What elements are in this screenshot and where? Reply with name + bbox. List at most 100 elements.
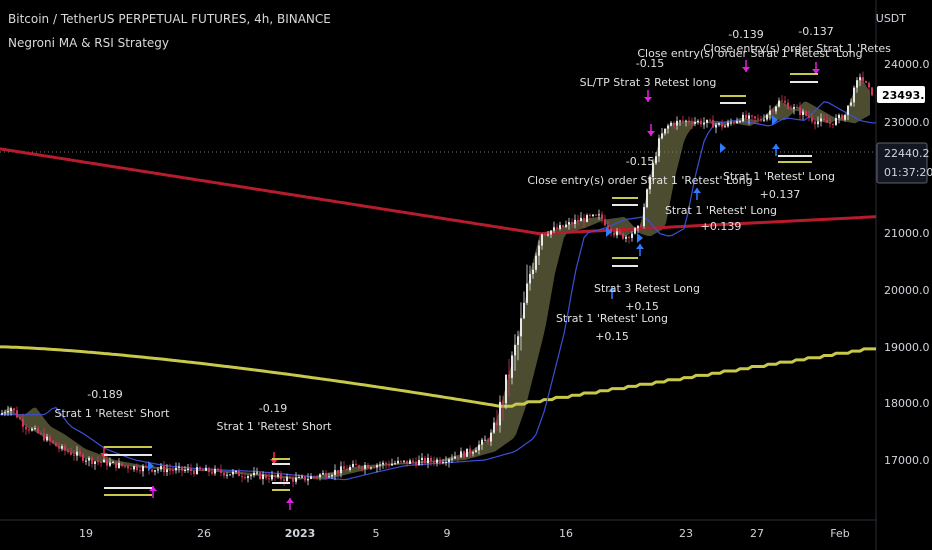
candle-body xyxy=(664,128,666,134)
candle-body xyxy=(835,118,837,125)
candle-body xyxy=(541,234,543,246)
candle-body xyxy=(442,462,444,464)
candle-body xyxy=(403,460,405,462)
last-price-badge: 23493.1 xyxy=(877,86,932,103)
candle-body xyxy=(745,114,747,119)
price-tick: 21000.0 xyxy=(884,227,930,240)
symbol-title[interactable]: Bitcoin / TetherUS PERPETUAL FUTURES, 4h… xyxy=(8,12,331,26)
candle-body xyxy=(430,457,432,462)
indicator-title[interactable]: Negroni MA & RSI Strategy xyxy=(8,36,170,50)
trade-label: Strat 1 'Retest' Long xyxy=(723,170,835,183)
candle-body xyxy=(793,106,795,109)
long-signal-arrow xyxy=(636,244,644,256)
long-signal-arrow xyxy=(693,188,701,200)
candle-body xyxy=(22,419,24,427)
candle-body xyxy=(361,467,363,469)
candle-body xyxy=(346,468,348,470)
candle-body xyxy=(484,439,486,441)
candle-body xyxy=(355,463,357,466)
candle-body xyxy=(232,471,234,475)
price-axis[interactable]: 24000.0 23000.0 21000.0 20000.0 19000.0 … xyxy=(884,58,930,467)
candle-body xyxy=(517,336,519,345)
candle-body xyxy=(70,452,72,455)
close-signal-arrow xyxy=(812,62,820,74)
candle-body xyxy=(319,474,321,478)
candle-body xyxy=(391,463,393,466)
candle-body xyxy=(46,436,48,441)
candle-body xyxy=(820,118,822,122)
candle-body xyxy=(625,236,627,239)
candle-body xyxy=(184,469,186,471)
time-tick: 2023 xyxy=(285,527,316,540)
candle-body xyxy=(652,163,654,178)
candle-body xyxy=(607,225,609,229)
candle-body xyxy=(781,100,783,102)
candle-body xyxy=(655,156,657,164)
candle-body xyxy=(121,463,123,466)
candle-body xyxy=(427,457,429,464)
trade-pnl: +0.137 xyxy=(760,188,801,201)
candle-body xyxy=(64,446,66,451)
trade-label: Close entry(s) order Strat 1 'Retest' Lo… xyxy=(637,47,862,60)
candle-body xyxy=(295,477,297,482)
candle-body xyxy=(526,283,528,303)
candle-body xyxy=(208,467,210,473)
price-tick: 23000.0 xyxy=(884,116,930,129)
candle-body xyxy=(646,189,648,208)
candle-body xyxy=(733,122,735,124)
candle-body xyxy=(37,428,39,434)
candle-body xyxy=(718,123,720,125)
price-tick: 24000.0 xyxy=(884,58,930,71)
candle-body xyxy=(748,115,750,119)
candle-body xyxy=(724,126,726,128)
candle-body xyxy=(697,120,699,122)
candle-body xyxy=(307,478,309,481)
time-axis[interactable]: 19 26 2023 5 9 16 23 27 Feb xyxy=(79,527,850,540)
candle-body xyxy=(382,462,384,465)
candle-body xyxy=(478,444,480,451)
price-tick: 18000.0 xyxy=(884,397,930,410)
candle-body xyxy=(676,120,678,126)
candle-body xyxy=(856,80,858,88)
candle-body xyxy=(238,470,240,477)
price-tick: 17000.0 xyxy=(884,454,930,467)
candle-body xyxy=(151,469,153,472)
candle-body xyxy=(715,124,717,128)
candle-body xyxy=(550,230,552,235)
candle-body xyxy=(592,214,594,217)
candle-body xyxy=(253,472,255,476)
candle-body xyxy=(25,426,27,430)
candle-body xyxy=(310,476,312,479)
candle-body xyxy=(139,470,141,472)
candle-body xyxy=(469,448,471,454)
candle-body xyxy=(190,468,192,472)
candle-body xyxy=(673,122,675,126)
candle-body xyxy=(628,236,630,238)
candle-body xyxy=(283,479,285,482)
candle-body xyxy=(385,462,387,465)
trade-label: Strat 1 'Retest' Short xyxy=(55,407,171,420)
trade-pnl: +0.15 xyxy=(625,300,659,313)
price-tick: 20000.0 xyxy=(884,284,930,297)
candle-body xyxy=(667,125,669,129)
time-tick: 19 xyxy=(79,527,93,540)
candle-body xyxy=(574,219,576,225)
ma-cloud xyxy=(0,77,870,480)
candle-body xyxy=(487,439,489,442)
candle-body xyxy=(94,461,96,465)
candle-body xyxy=(325,472,327,478)
candle-body xyxy=(853,87,855,103)
candle-body xyxy=(448,459,450,462)
candle-body xyxy=(523,302,525,319)
candle-body xyxy=(694,121,696,124)
candle-body xyxy=(814,121,816,125)
triangle-marker-icon xyxy=(148,461,154,471)
trade-annotations: -0.189 Strat 1 'Retest' Short -0.19 Stra… xyxy=(55,25,892,433)
candle-body xyxy=(682,120,684,122)
price-axis-unit[interactable]: USDT xyxy=(875,12,906,25)
price-tick: 19000.0 xyxy=(884,341,930,354)
candle-body xyxy=(367,465,369,469)
candle-body xyxy=(112,461,114,463)
candle-body xyxy=(862,77,864,81)
